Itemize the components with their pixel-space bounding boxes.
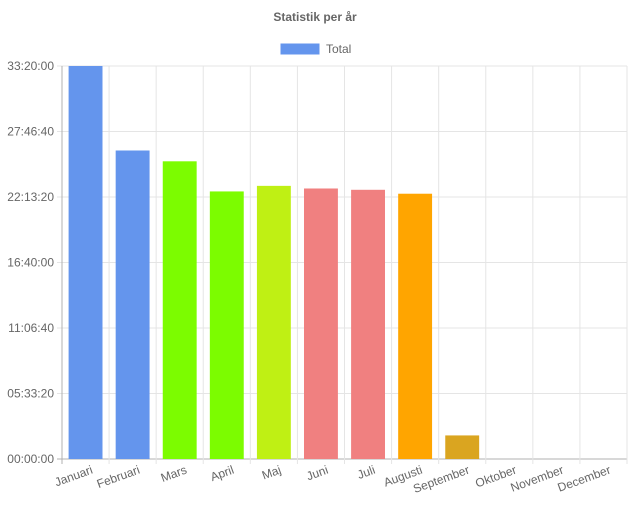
bar-juni[interactable] (304, 188, 338, 460)
chart-title: Statistik per år (273, 10, 357, 24)
y-tick-label: 11:06:40 (8, 321, 54, 335)
legend-label-total: Total (326, 42, 351, 56)
x-tick-label: Mars (159, 463, 189, 485)
bar-augusti[interactable] (398, 193, 433, 459)
grid-lines (57, 65, 628, 464)
x-tick-label: December (556, 463, 613, 495)
bar-maj[interactable] (256, 185, 291, 460)
x-tick-label: Maj (260, 463, 283, 483)
bar-juli[interactable] (351, 189, 385, 460)
y-tick-label: 05:33:20 (7, 387, 54, 401)
x-tick-label: November (509, 463, 566, 495)
y-tick-label: 00:00:00 (7, 452, 54, 466)
y-tick-label: 33:20:00 (7, 59, 54, 73)
bar-april[interactable] (209, 191, 244, 459)
x-tick-label: Juli (355, 463, 377, 482)
y-tick-label: 16:40:00 (7, 256, 54, 270)
x-tick-label: Februari (95, 463, 142, 491)
bar-mars[interactable] (162, 161, 197, 460)
bar-februari[interactable] (115, 150, 150, 459)
legend[interactable]: Total (279, 42, 351, 56)
x-tick-label: Juni (305, 463, 330, 484)
y-tick-label: 22:13:20 (7, 190, 54, 204)
bar-januari[interactable] (68, 66, 103, 459)
legend-swatch-total (279, 42, 321, 56)
y-axis: 00:00:00 05:33:20 11:06:40 16:40:00 22:13:20… (7, 59, 54, 466)
bar-september[interactable] (445, 435, 480, 459)
y-tick-label: 27:46:40 (7, 125, 54, 139)
x-axis: Januari Februari Mars April Maj Juni Juli Augus… (53, 463, 613, 496)
x-tick-label: Januari (53, 463, 95, 490)
x-tick-label: April (208, 463, 235, 484)
bars (68, 66, 480, 460)
